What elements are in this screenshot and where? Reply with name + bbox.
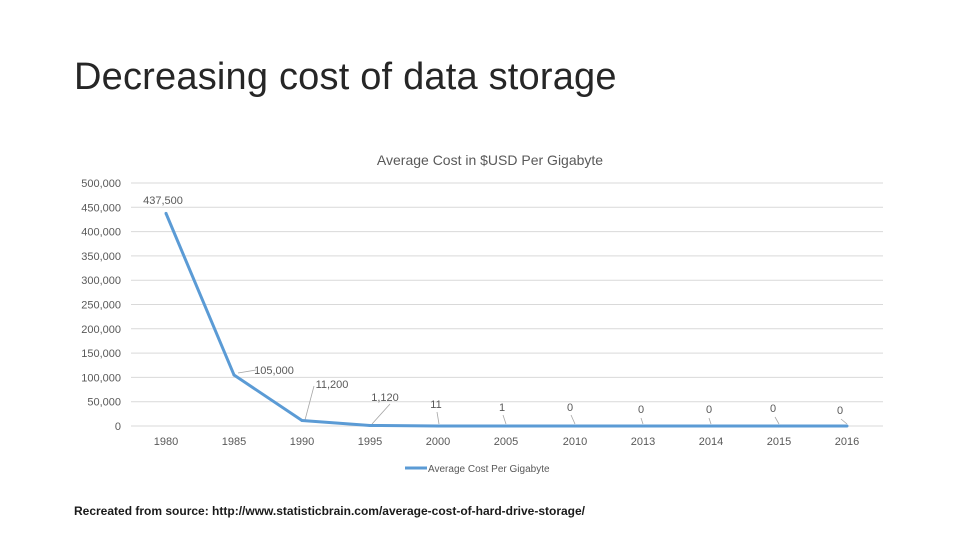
x-tick-label: 1995	[358, 436, 382, 448]
leader-line	[570, 414, 576, 425]
data-label-leaders	[237, 369, 848, 425]
y-tick-label: 150,000	[81, 348, 121, 360]
data-label: 0	[706, 404, 712, 416]
legend: Average Cost Per Gigabyte	[405, 464, 550, 475]
y-tick-label: 500,000	[81, 178, 121, 190]
leader-line	[774, 416, 780, 425]
legend-label: Average Cost Per Gigabyte	[428, 464, 550, 475]
data-point	[436, 424, 440, 428]
data-point	[504, 424, 508, 428]
data-point	[709, 424, 713, 428]
data-label: 0	[567, 402, 573, 414]
x-tick-label: 1985	[222, 436, 246, 448]
x-tick-label: 2014	[699, 436, 723, 448]
y-tick-label: 300,000	[81, 275, 121, 287]
series-line-group	[164, 211, 849, 428]
data-point	[300, 419, 304, 423]
y-tick-label: 450,000	[81, 202, 121, 214]
x-tick-label: 1980	[154, 436, 178, 448]
data-label: 1,120	[371, 392, 399, 404]
leader-line	[840, 418, 848, 425]
chart-title: Average Cost in $USD Per Gigabyte	[376, 152, 604, 168]
gridlines	[131, 182, 883, 427]
data-point	[368, 423, 372, 427]
leader-line	[708, 417, 712, 425]
leader-line	[237, 369, 257, 374]
x-tick-label: 2005	[494, 436, 518, 448]
leader-line	[502, 414, 507, 425]
y-tick-label: 50,000	[87, 397, 121, 409]
leader-line	[304, 385, 315, 421]
data-label: 0	[638, 404, 644, 416]
y-tick-label: 250,000	[81, 300, 121, 312]
leader-line	[436, 411, 440, 425]
y-axis-ticks: 0 50,000 100,000 150,000 200,000 250,000 300,0…	[81, 178, 121, 433]
x-tick-label: 2010	[563, 436, 587, 448]
y-tick-label: 350,000	[81, 251, 121, 263]
x-tick-label: 1990	[290, 436, 314, 448]
x-tick-label: 2000	[426, 436, 450, 448]
y-tick-label: 0	[115, 421, 121, 433]
data-label: 437,500	[143, 195, 183, 207]
series-line-average-cost-per-gigabyte	[164, 212, 847, 428]
x-tick-label: 2016	[835, 436, 859, 448]
data-point	[164, 211, 168, 215]
data-label: 0	[837, 405, 843, 417]
leader-line	[640, 417, 644, 425]
x-tick-label: 2013	[631, 436, 655, 448]
data-label: 11,200	[316, 379, 349, 391]
source-citation: Recreated from source: http://www.statis…	[74, 504, 586, 518]
data-point	[232, 373, 236, 377]
data-point	[641, 424, 645, 428]
x-axis-ticks: 1980 1985 1990 1995 2000 2005 2010 2013 2014 2015…	[154, 436, 859, 448]
data-point	[777, 424, 781, 428]
y-tick-label: 400,000	[81, 227, 121, 239]
slide-title: Decreasing cost of data storage	[74, 56, 617, 98]
data-label: 0	[770, 403, 776, 415]
data-label: 1	[499, 402, 505, 414]
x-tick-label: 2015	[767, 436, 791, 448]
data-label: 11	[430, 399, 441, 411]
leader-line	[371, 403, 391, 425]
data-label: 105,000	[254, 365, 294, 377]
data-point	[845, 424, 849, 428]
data-point	[573, 424, 577, 428]
y-tick-label: 100,000	[81, 372, 121, 384]
y-tick-label: 200,000	[81, 324, 121, 336]
